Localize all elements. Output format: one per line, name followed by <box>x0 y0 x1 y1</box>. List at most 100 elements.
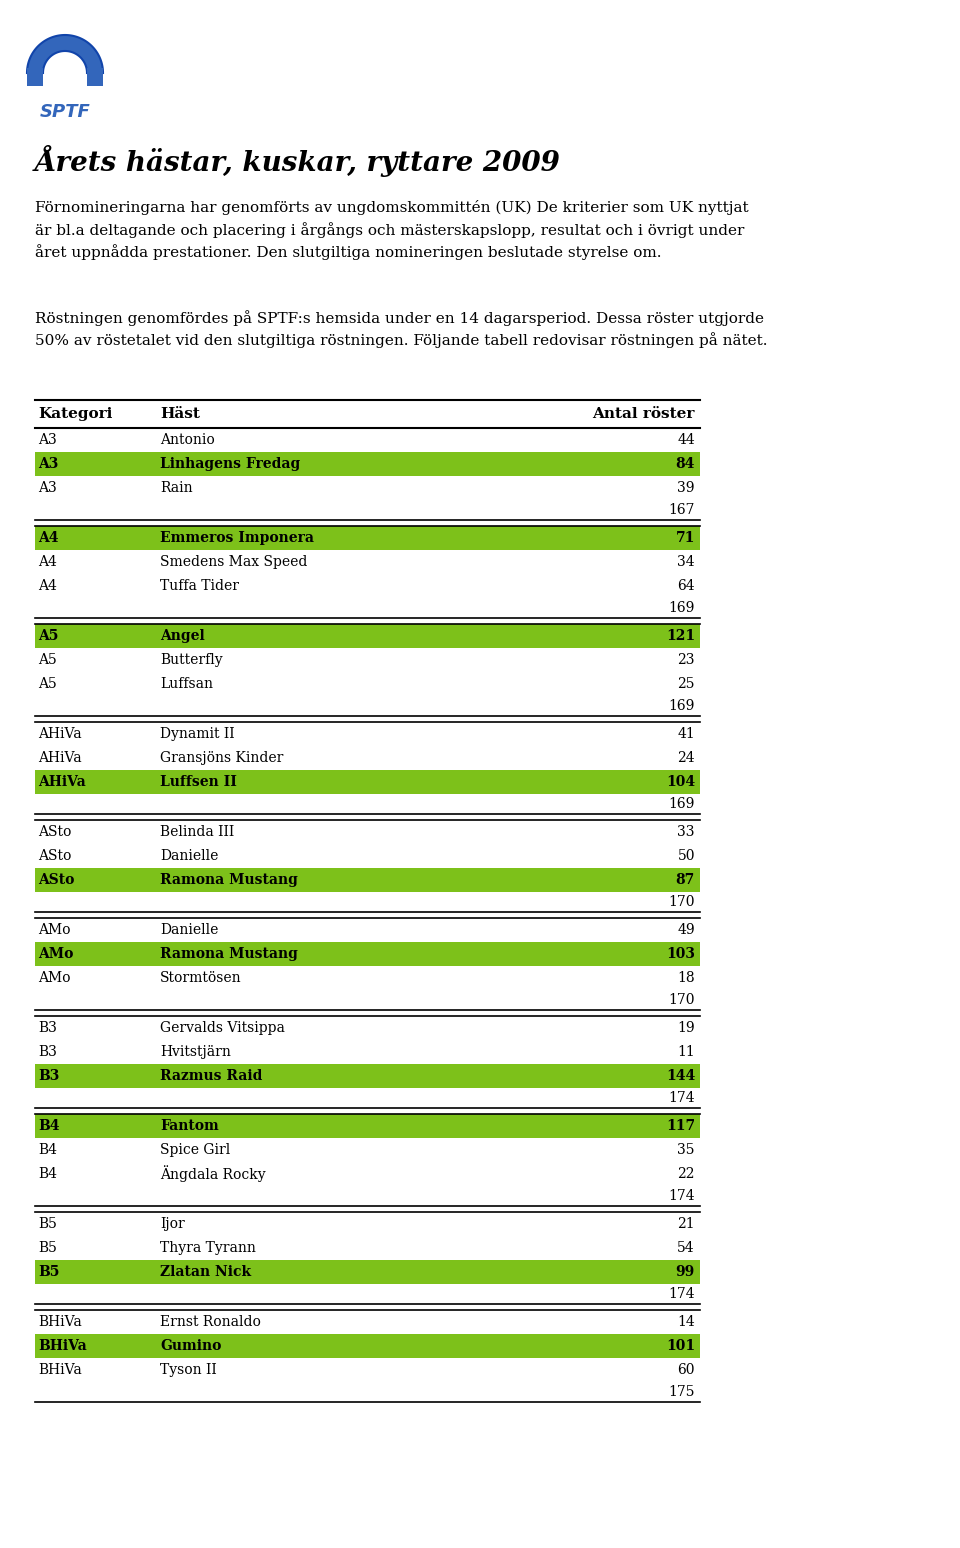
Text: Butterfly: Butterfly <box>160 653 223 667</box>
Bar <box>35 868 700 892</box>
Text: 22: 22 <box>678 1167 695 1181</box>
Text: A5: A5 <box>38 676 57 690</box>
Text: Smedens Max Speed: Smedens Max Speed <box>160 556 307 570</box>
Text: A3: A3 <box>38 433 57 447</box>
Text: Ernst Ronaldo: Ernst Ronaldo <box>160 1314 261 1330</box>
Text: Thyra Tyrann: Thyra Tyrann <box>160 1241 256 1255</box>
Text: 54: 54 <box>678 1241 695 1255</box>
Text: ASto: ASto <box>38 873 74 887</box>
Text: Röstningen genomfördes på SPTF:s hemsida under en 14 dagarsperiod. Dessa röster : Röstningen genomfördes på SPTF:s hemsida… <box>35 310 764 327</box>
Text: 174: 174 <box>668 1189 695 1203</box>
Text: Gransjöns Kinder: Gransjöns Kinder <box>160 751 283 765</box>
Text: BHiVa: BHiVa <box>38 1314 82 1330</box>
Text: året uppnådda prestationer. Den slutgiltiga nomineringen beslutade styrelse om.: året uppnådda prestationer. Den slutgilt… <box>35 245 661 260</box>
Text: Antonio: Antonio <box>160 433 215 447</box>
Text: A5: A5 <box>38 628 59 642</box>
Text: 169: 169 <box>668 601 695 615</box>
Text: B4: B4 <box>38 1119 60 1133</box>
Text: Emmeros Imponera: Emmeros Imponera <box>160 531 314 545</box>
Text: B5: B5 <box>38 1217 57 1231</box>
Text: BHiVa: BHiVa <box>38 1362 82 1378</box>
Text: 174: 174 <box>668 1286 695 1300</box>
Text: AHiVa: AHiVa <box>38 776 85 789</box>
Text: Gervalds Vitsippa: Gervalds Vitsippa <box>160 1022 285 1036</box>
Text: 101: 101 <box>666 1339 695 1353</box>
Bar <box>35 1260 700 1283</box>
Text: A4: A4 <box>38 579 57 593</box>
Text: 14: 14 <box>677 1314 695 1330</box>
Text: Belinda III: Belinda III <box>160 825 234 839</box>
Bar <box>35 1334 700 1358</box>
Text: Förnomineringarna har genomförts av ungdomskommittén (UK) De kriterier som UK ny: Förnomineringarna har genomförts av ungd… <box>35 200 749 215</box>
Text: SPTF: SPTF <box>39 104 90 121</box>
Text: 23: 23 <box>678 653 695 667</box>
Text: ASto: ASto <box>38 848 71 862</box>
Text: AMo: AMo <box>38 947 73 961</box>
Polygon shape <box>27 36 103 73</box>
Text: 104: 104 <box>666 776 695 789</box>
Text: Tyson II: Tyson II <box>160 1362 217 1378</box>
Text: 60: 60 <box>678 1362 695 1378</box>
Text: Ramona Mustang: Ramona Mustang <box>160 947 298 961</box>
Text: 99: 99 <box>676 1265 695 1279</box>
Text: BHiVa: BHiVa <box>38 1339 86 1353</box>
Text: Dynamit II: Dynamit II <box>160 728 234 741</box>
Text: 44: 44 <box>677 433 695 447</box>
Bar <box>35 943 700 966</box>
Text: 169: 169 <box>668 700 695 714</box>
Text: 39: 39 <box>678 481 695 495</box>
Bar <box>35 526 700 550</box>
Text: 174: 174 <box>668 1091 695 1105</box>
Text: 121: 121 <box>666 628 695 642</box>
Text: Stormtösen: Stormtösen <box>160 971 242 985</box>
Text: Danielle: Danielle <box>160 848 218 862</box>
Bar <box>87 68 103 87</box>
Text: 170: 170 <box>668 992 695 1008</box>
Text: 33: 33 <box>678 825 695 839</box>
Text: Luffsan: Luffsan <box>160 676 213 690</box>
Text: Zlatan Nick: Zlatan Nick <box>160 1265 252 1279</box>
Text: A3: A3 <box>38 457 59 471</box>
Text: Antal röster: Antal röster <box>592 407 695 421</box>
Text: 170: 170 <box>668 895 695 909</box>
Text: AMo: AMo <box>38 923 70 937</box>
Text: A5: A5 <box>38 653 57 667</box>
Text: 41: 41 <box>677 728 695 741</box>
Bar <box>27 68 43 87</box>
Text: AHiVa: AHiVa <box>38 751 82 765</box>
Text: är bl.a deltagande och placering i årgångs och mästerskapslopp, resultat och i ö: är bl.a deltagande och placering i årgån… <box>35 221 744 238</box>
Text: Angel: Angel <box>160 628 204 642</box>
Text: 175: 175 <box>668 1385 695 1399</box>
Text: 24: 24 <box>678 751 695 765</box>
Text: 50: 50 <box>678 848 695 862</box>
Text: 19: 19 <box>678 1022 695 1036</box>
Text: B4: B4 <box>38 1142 57 1156</box>
Text: A4: A4 <box>38 531 59 545</box>
Text: B5: B5 <box>38 1241 57 1255</box>
Text: 64: 64 <box>678 579 695 593</box>
Text: Danielle: Danielle <box>160 923 218 937</box>
Text: A4: A4 <box>38 556 57 570</box>
Text: B5: B5 <box>38 1265 60 1279</box>
Text: 144: 144 <box>665 1070 695 1084</box>
Text: B3: B3 <box>38 1070 60 1084</box>
Text: Luffsen II: Luffsen II <box>160 776 237 789</box>
Bar <box>35 1115 700 1138</box>
Text: Häst: Häst <box>160 407 200 421</box>
Text: B4: B4 <box>38 1167 57 1181</box>
Text: 71: 71 <box>676 531 695 545</box>
Text: Gumino: Gumino <box>160 1339 222 1353</box>
Text: 18: 18 <box>678 971 695 985</box>
Text: AMo: AMo <box>38 971 70 985</box>
Text: 11: 11 <box>677 1045 695 1059</box>
Text: 169: 169 <box>668 797 695 811</box>
Text: ASto: ASto <box>38 825 71 839</box>
Text: 84: 84 <box>676 457 695 471</box>
Text: 34: 34 <box>678 556 695 570</box>
Bar <box>35 624 700 649</box>
Text: Razmus Raid: Razmus Raid <box>160 1070 262 1084</box>
Text: 35: 35 <box>678 1142 695 1156</box>
Text: 21: 21 <box>678 1217 695 1231</box>
Text: 50% av röstetalet vid den slutgiltiga röstningen. Följande tabell redovisar röst: 50% av röstetalet vid den slutgiltiga rö… <box>35 331 767 348</box>
Text: Ramona Mustang: Ramona Mustang <box>160 873 298 887</box>
